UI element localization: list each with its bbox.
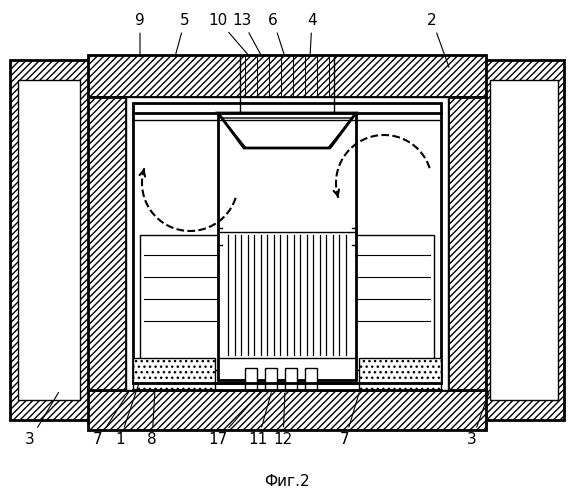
Text: 11: 11	[249, 393, 272, 448]
Text: 4: 4	[307, 12, 317, 54]
Text: Фиг.2: Фиг.2	[264, 475, 310, 490]
Bar	[10, 60, 90, 420]
Text: 9: 9	[135, 12, 145, 54]
Text: 6: 6	[268, 12, 284, 54]
Bar	[484, 60, 564, 420]
Bar	[359, 358, 441, 390]
Polygon shape	[218, 113, 356, 148]
Bar	[88, 55, 486, 97]
Text: 3: 3	[467, 393, 489, 448]
Bar	[490, 80, 558, 400]
Text: 1: 1	[115, 383, 139, 448]
Text: 8: 8	[147, 393, 157, 448]
Bar	[126, 97, 448, 390]
Text: 3: 3	[25, 392, 59, 448]
Bar	[218, 113, 356, 380]
Text: 7: 7	[93, 392, 129, 448]
Text: 2: 2	[427, 12, 449, 67]
Text: 12: 12	[273, 393, 293, 448]
Bar	[18, 80, 80, 400]
Bar	[352, 235, 434, 370]
Bar	[245, 368, 257, 390]
Bar	[448, 97, 486, 390]
Text: 10: 10	[208, 12, 248, 55]
Bar	[484, 60, 564, 420]
Text: 13: 13	[232, 12, 261, 54]
Bar	[88, 97, 126, 390]
Bar	[140, 235, 222, 370]
Text: 17: 17	[208, 392, 260, 448]
Bar	[305, 368, 317, 390]
Bar	[133, 358, 215, 390]
Text: 5: 5	[176, 12, 190, 54]
Bar	[10, 60, 90, 420]
Text: 7: 7	[340, 393, 359, 448]
Bar	[133, 103, 441, 383]
Bar	[88, 390, 486, 430]
Bar	[265, 368, 277, 390]
Bar	[285, 368, 297, 390]
